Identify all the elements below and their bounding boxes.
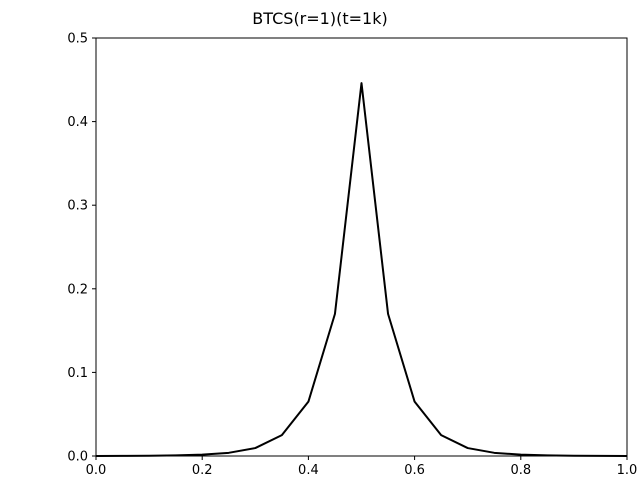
series-line [95, 82, 628, 457]
x-tick-label: 0.2 [192, 463, 213, 478]
y-tick-label: 0.0 [67, 450, 88, 465]
plot-frame [95, 37, 628, 457]
y-tick-label: 0.1 [67, 366, 88, 381]
y-tick-label: 0.4 [67, 115, 88, 130]
y-tick-label: 0.5 [67, 32, 88, 47]
x-tick-label: 0.0 [86, 463, 107, 478]
x-tick-label: 1.0 [617, 463, 638, 478]
x-tick-label: 0.8 [510, 463, 531, 478]
y-axis: 0.0 0.1 0.2 0.3 0.4 0.5 [67, 32, 96, 465]
x-tick-label: 0.4 [298, 463, 319, 478]
x-axis: 0.0 0.2 0.4 0.6 0.8 1.0 [86, 456, 638, 478]
plot-area [95, 82, 628, 457]
y-tick-label: 0.3 [67, 199, 88, 214]
chart-title: BTCS(r=1)(t=1k) [252, 9, 387, 28]
x-tick-label: 0.6 [404, 463, 425, 478]
y-tick-label: 0.2 [67, 282, 88, 297]
